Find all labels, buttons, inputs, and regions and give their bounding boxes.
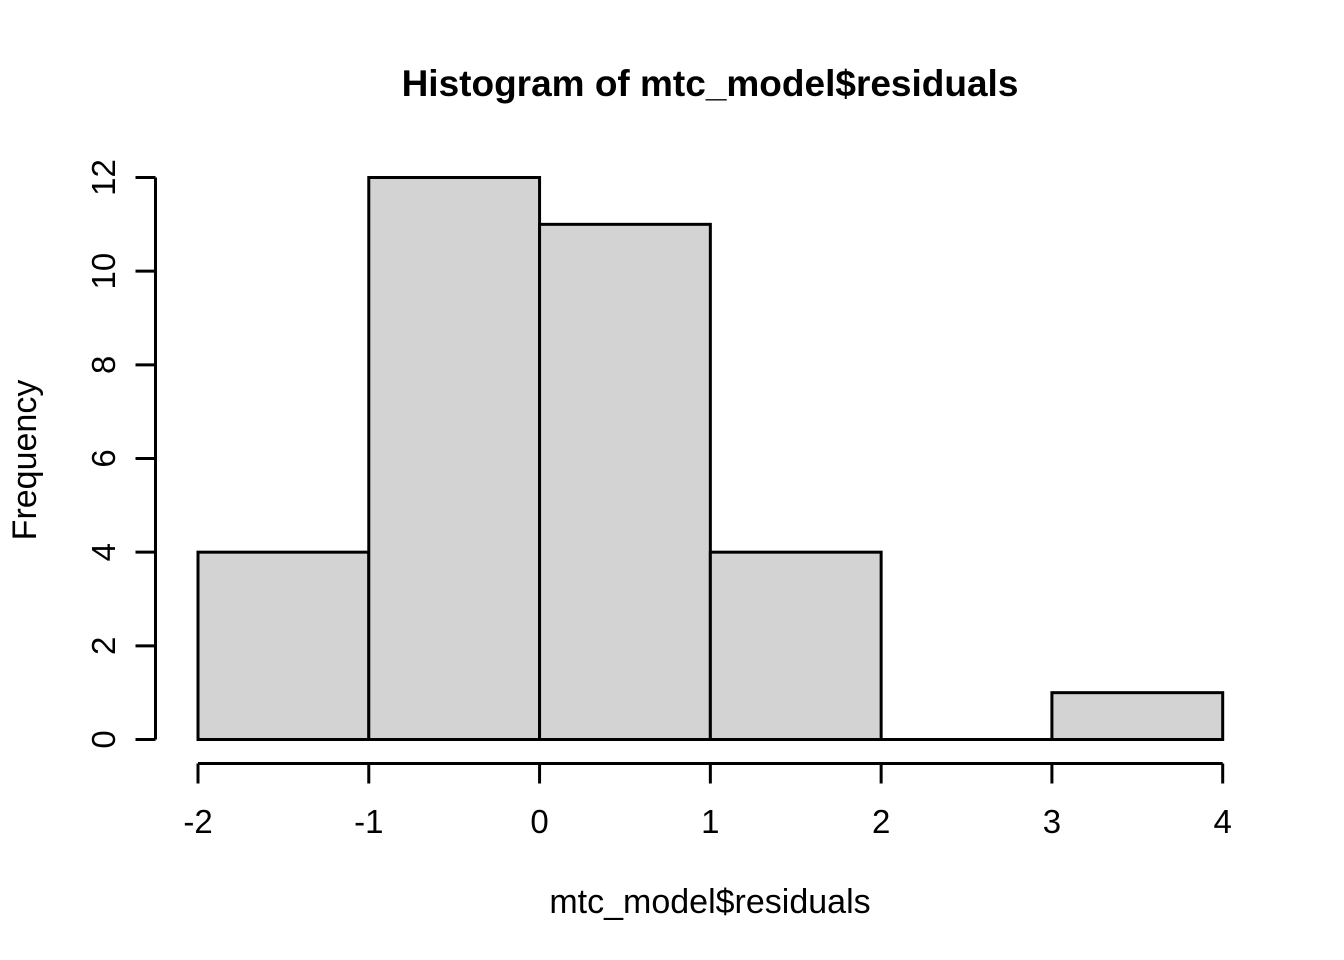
y-tick-label: 6 — [85, 449, 122, 467]
y-tick-label: 10 — [85, 253, 122, 290]
y-tick-label: 0 — [85, 730, 122, 748]
x-tick-label: 0 — [530, 803, 548, 840]
y-axis: 0 2 4 6 8 10 12 — [85, 159, 157, 749]
histogram-bar — [708, 550, 883, 742]
x-axis: -2 -1 0 1 2 3 4 — [183, 762, 1232, 840]
x-axis-title: mtc_model$residuals — [549, 883, 870, 921]
y-tick-label: 4 — [85, 543, 122, 561]
y-tick-label: 8 — [85, 356, 122, 374]
x-tick-label: 2 — [872, 803, 890, 840]
histogram-bar — [1050, 691, 1225, 742]
histogram-bar — [367, 176, 542, 741]
x-tick-label: 1 — [701, 803, 719, 840]
y-axis-title: Frequency — [6, 380, 44, 541]
x-tick-label: -2 — [183, 803, 212, 840]
y-tick-label: 2 — [85, 637, 122, 655]
x-tick-label: -1 — [354, 803, 383, 840]
histogram-bar — [538, 222, 712, 742]
y-tick-label: 12 — [85, 159, 122, 196]
x-tick-label: 3 — [1043, 803, 1061, 840]
x-tick-label: 4 — [1214, 803, 1232, 840]
histogram-bar — [196, 550, 371, 742]
histogram-bars — [196, 176, 1225, 742]
chart-title: Histogram of mtc_model$residuals — [402, 63, 1019, 104]
